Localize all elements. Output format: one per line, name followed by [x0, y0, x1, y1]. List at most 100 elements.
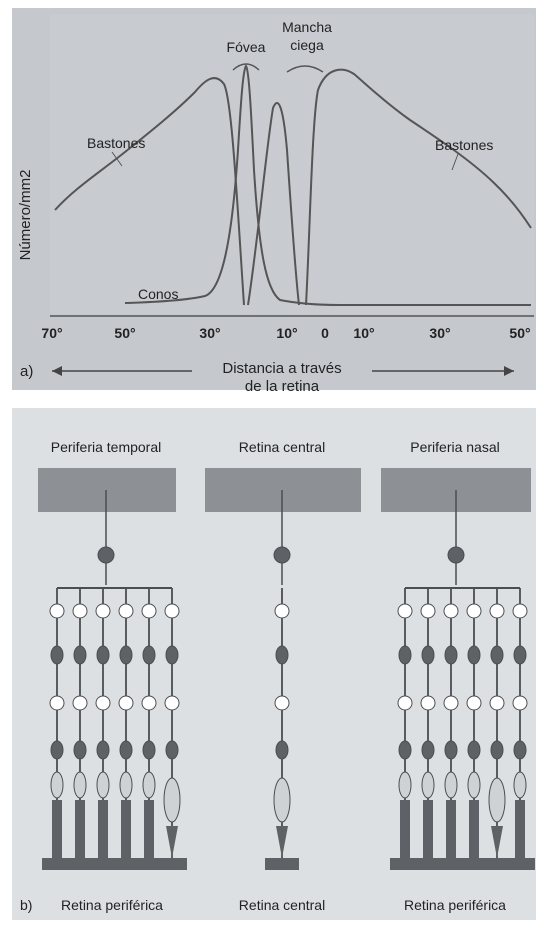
rod-outer-segment	[52, 800, 62, 858]
bipolar-cell	[118, 603, 134, 619]
nucleus	[119, 645, 133, 665]
cone-outer-segment	[276, 826, 288, 858]
ganglion-cell	[273, 546, 291, 564]
rod-outer-segment	[469, 800, 479, 858]
rods-curve-middle	[247, 102, 300, 306]
bipolar-cell	[141, 603, 157, 619]
panel-a-letter: a)	[20, 363, 33, 380]
x-axis-label-line1: Distancia a través	[222, 360, 341, 377]
rod-outer-segment	[515, 800, 525, 858]
rods-pointer-left	[111, 151, 123, 167]
synapse-cell	[420, 695, 436, 711]
cone-outer-segment	[491, 826, 503, 858]
nucleus	[490, 645, 504, 665]
synapse-cell	[49, 695, 65, 711]
column-title-nasal: Periferia nasal	[410, 439, 500, 455]
nucleus	[513, 645, 527, 665]
rod-outer-segment	[75, 800, 85, 858]
rod-inner-segment	[467, 771, 481, 799]
nucleus	[96, 740, 110, 760]
pigment-epithelium	[265, 858, 299, 870]
nucleus	[467, 645, 481, 665]
panel-a: Número/mm2 Fóvea Mancha ciega Bastones B…	[12, 8, 536, 395]
x-tick-label: 50°	[114, 325, 135, 341]
x-tick-label: 10°	[276, 325, 297, 341]
brain-region-block	[38, 468, 176, 512]
plot-area	[50, 14, 534, 314]
arrowhead-right	[504, 366, 514, 376]
nucleus	[50, 645, 64, 665]
nucleus	[50, 740, 64, 760]
rods-curve-right	[305, 68, 532, 306]
synapse-cell	[72, 695, 88, 711]
blind-spot-label-line1: Mancha	[282, 19, 332, 35]
synapse-cell	[274, 695, 290, 711]
fovea-bracket	[232, 63, 260, 71]
panel-b-letter: b)	[20, 897, 32, 913]
x-tick-label: 30°	[429, 325, 450, 341]
bipolar-cell	[274, 603, 290, 619]
rod-inner-segment	[73, 771, 87, 799]
bipolar-cell	[466, 603, 482, 619]
rod-outer-segment	[144, 800, 154, 858]
synapse-cell	[397, 695, 413, 711]
x-tick-label: 10°	[353, 325, 374, 341]
rod-outer-segment	[446, 800, 456, 858]
rods-label-right: Bastones	[435, 137, 493, 153]
pigment-epithelium	[390, 858, 535, 870]
nucleus	[165, 740, 179, 760]
column-title-central: Retina central	[239, 439, 325, 455]
rods-curve-left	[54, 77, 245, 306]
bipolar-cell	[397, 603, 413, 619]
nucleus	[421, 645, 435, 665]
rods-label-left: Bastones	[87, 135, 145, 151]
rod-inner-segment	[142, 771, 156, 799]
ganglion-cell	[447, 546, 465, 564]
rod-inner-segment	[96, 771, 110, 799]
synapse-cell	[164, 695, 180, 711]
y-axis-label: Número/mm2	[17, 170, 34, 261]
bipolar-cell	[72, 603, 88, 619]
nucleus	[398, 740, 412, 760]
column-caption-central: Retina central	[239, 897, 325, 913]
fovea-label: Fóvea	[227, 39, 266, 55]
rod-outer-segment	[121, 800, 131, 858]
rod-inner-segment	[444, 771, 458, 799]
cone-photoreceptor	[488, 777, 506, 823]
bipolar-cell	[420, 603, 436, 619]
synapse-cell	[466, 695, 482, 711]
x-axis-label-line2: de la retina	[245, 378, 320, 395]
arrowhead-left	[52, 366, 62, 376]
nucleus	[513, 740, 527, 760]
x-tick-label: 30°	[199, 325, 220, 341]
nucleus	[398, 645, 412, 665]
nucleus	[119, 740, 133, 760]
column-caption-temporal: Retina periférica	[61, 897, 163, 913]
rod-outer-segment	[98, 800, 108, 858]
x-tick-label: 70°	[41, 325, 62, 341]
synapse-cell	[118, 695, 134, 711]
synapse-cell	[443, 695, 459, 711]
rods-pointer-right	[451, 153, 459, 171]
cone-photoreceptor	[273, 777, 291, 823]
bipolar-cell	[489, 603, 505, 619]
nucleus	[444, 645, 458, 665]
nucleus	[444, 740, 458, 760]
convergence-diagram-temporal	[38, 468, 187, 870]
nucleus	[96, 645, 110, 665]
nucleus	[73, 645, 87, 665]
cone-outer-segment	[166, 826, 178, 858]
blind-spot-bracket	[286, 65, 324, 73]
nucleus	[421, 740, 435, 760]
synapse-cell	[141, 695, 157, 711]
blind-spot-label-line2: ciega	[290, 37, 324, 53]
synapse-cell	[95, 695, 111, 711]
brain-region-block	[205, 468, 361, 512]
cones-label: Conos	[138, 286, 178, 302]
pigment-epithelium	[42, 858, 187, 870]
bipolar-cell	[164, 603, 180, 619]
rod-inner-segment	[119, 771, 133, 799]
nucleus	[142, 740, 156, 760]
panel-b: Periferia temporal Retina central Perife…	[12, 408, 536, 920]
